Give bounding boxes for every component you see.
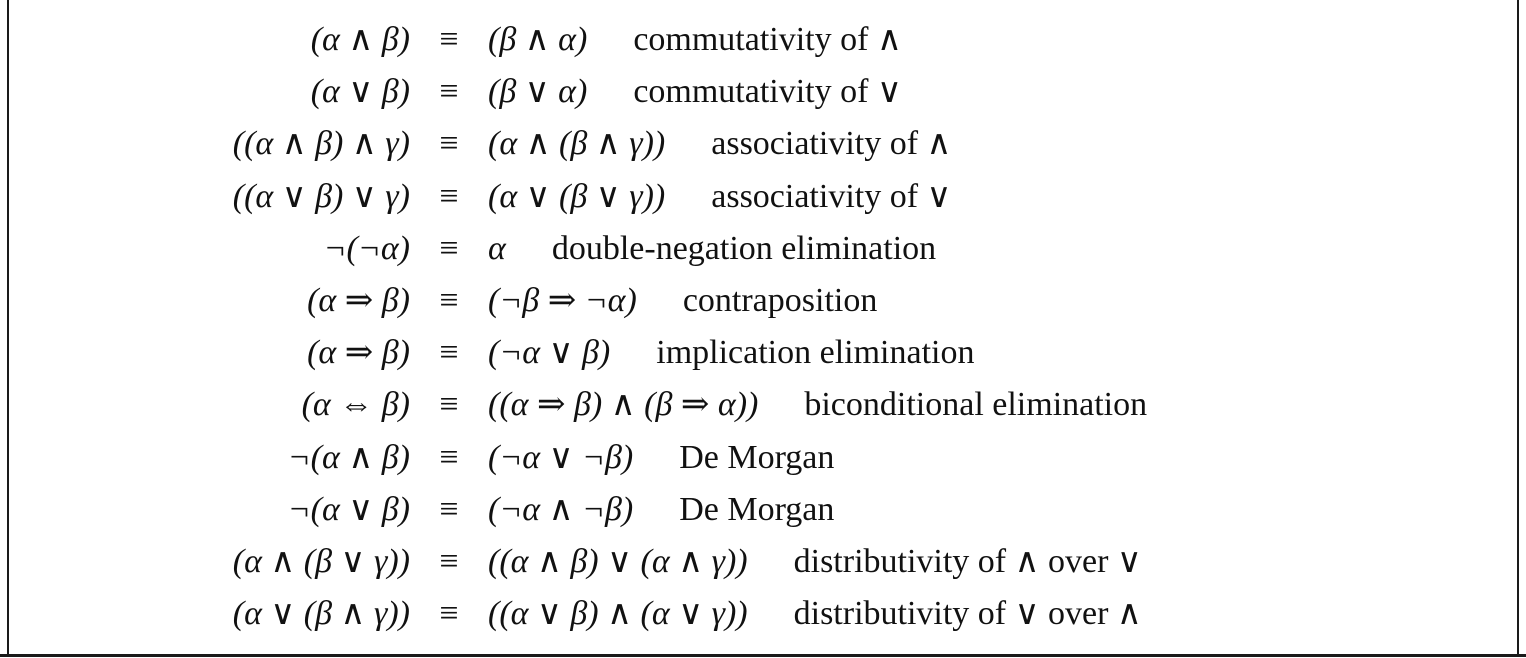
row-rhs: (¬α ∧ ¬β) — [488, 490, 634, 528]
row-lhs: (α ∨ β) — [310, 73, 410, 111]
row-rhs: ((α ∨ β) ∧ (α ∨ γ)) — [488, 595, 748, 633]
frame-right-border — [1517, 0, 1519, 655]
logical-equivalences-table: (α ∧ β) ≡ (β ∧ α) commutativity of ∧ (α ∨… — [0, 14, 1526, 640]
row-rhs: (β ∨ α) — [488, 73, 588, 111]
row-lhs: ¬(α ∧ β) — [287, 438, 410, 476]
equivalence-symbol: ≡ — [439, 542, 459, 580]
equivalence-row: ((α ∨ β) ∨ γ) ≡ (α ∨ (β ∨ γ)) associativi… — [0, 171, 1526, 223]
equivalence-symbol: ≡ — [439, 490, 459, 528]
row-rule-name: commutativity of ∨ — [633, 73, 902, 111]
row-rule-name: associativity of ∨ — [711, 177, 952, 215]
equivalence-symbol: ≡ — [439, 125, 459, 163]
row-rule-name: double-negation elimination — [551, 229, 937, 267]
row-rule-name: biconditional elimination — [804, 386, 1148, 424]
equivalence-symbol: ≡ — [439, 595, 459, 633]
row-lhs: (α ∧ (β ∨ γ)) — [232, 542, 410, 580]
equivalence-symbol: ≡ — [439, 386, 459, 424]
row-rhs: ((α ∧ β) ∨ (α ∧ γ)) — [488, 542, 748, 580]
row-lhs: (α ⇒ β) — [307, 281, 410, 319]
row-rule-name: associativity of ∧ — [711, 125, 952, 163]
equivalence-row: (α ∨ β) ≡ (β ∨ α) commutativity of ∨ — [0, 66, 1526, 118]
equivalence-row: ¬(α ∧ β) ≡ (¬α ∨ ¬β) De Morgan — [0, 432, 1526, 484]
row-rhs: (¬β ⇒ ¬α) — [488, 281, 637, 319]
row-rhs: (¬α ∨ ¬β) — [488, 438, 634, 476]
equivalence-row: (α ∧ (β ∨ γ)) ≡ ((α ∧ β) ∨ (α ∧ γ)) distr… — [0, 536, 1526, 588]
equivalence-symbol: ≡ — [439, 229, 459, 267]
equivalence-row: (α ⇔ β) ≡ ((α ⇒ β) ∧ (β ⇒ α)) bicondition… — [0, 379, 1526, 431]
equivalence-symbol: ≡ — [439, 177, 459, 215]
equivalence-row: (α ⇒ β) ≡ (¬α ∨ β) implication eliminatio… — [0, 327, 1526, 379]
row-rule-name: distributivity of ∧ over ∨ — [793, 542, 1142, 580]
equivalence-row: ¬(¬α) ≡ α double-negation elimination — [0, 223, 1526, 275]
equivalence-row: ¬(α ∨ β) ≡ (¬α ∧ ¬β) De Morgan — [0, 484, 1526, 536]
row-rule-name: implication elimination — [656, 334, 975, 372]
equivalence-symbol: ≡ — [439, 438, 459, 476]
row-lhs: (α ⇒ β) — [307, 334, 410, 372]
row-rule-name: commutativity of ∧ — [633, 21, 902, 58]
frame-bottom-border — [0, 654, 1526, 657]
equivalence-row: (α ⇒ β) ≡ (¬β ⇒ ¬α) contraposition — [0, 275, 1526, 327]
row-rule-name: De Morgan — [679, 490, 835, 528]
row-rhs: α — [488, 229, 506, 267]
row-lhs: (α ∨ (β ∧ γ)) — [232, 595, 410, 633]
row-lhs: (α ∧ β) — [310, 21, 410, 58]
equivalence-symbol: ≡ — [439, 281, 459, 319]
equivalence-row: (α ∧ β) ≡ (β ∧ α) commutativity of ∧ — [0, 14, 1526, 66]
row-lhs: ((α ∨ β) ∨ γ) — [232, 177, 410, 215]
row-rhs: (¬α ∨ β) — [488, 334, 611, 372]
row-rhs: (β ∧ α) — [488, 21, 588, 58]
equivalence-symbol: ≡ — [439, 21, 459, 58]
equivalence-symbol: ≡ — [439, 334, 459, 372]
row-rhs: (α ∧ (β ∧ γ)) — [488, 125, 666, 163]
row-lhs: ((α ∧ β) ∧ γ) — [232, 125, 410, 163]
frame-left-border — [7, 0, 9, 655]
row-rhs: ((α ⇒ β) ∧ (β ⇒ α)) — [488, 386, 759, 424]
row-rule-name: contraposition — [682, 281, 878, 319]
row-lhs: ¬(α ∨ β) — [287, 490, 410, 528]
equivalence-row: ((α ∧ β) ∧ γ) ≡ (α ∧ (β ∧ γ)) associativi… — [0, 118, 1526, 170]
row-rule-name: De Morgan — [679, 438, 835, 476]
row-lhs: ¬(¬α) — [323, 229, 410, 267]
equivalence-row: (α ∨ (β ∧ γ)) ≡ ((α ∨ β) ∧ (α ∨ γ)) distr… — [0, 588, 1526, 640]
row-rhs: (α ∨ (β ∨ γ)) — [488, 177, 666, 215]
row-lhs: (α ⇔ β) — [301, 386, 410, 424]
row-rule-name: distributivity of ∨ over ∧ — [793, 595, 1142, 633]
equivalence-symbol: ≡ — [439, 73, 459, 111]
